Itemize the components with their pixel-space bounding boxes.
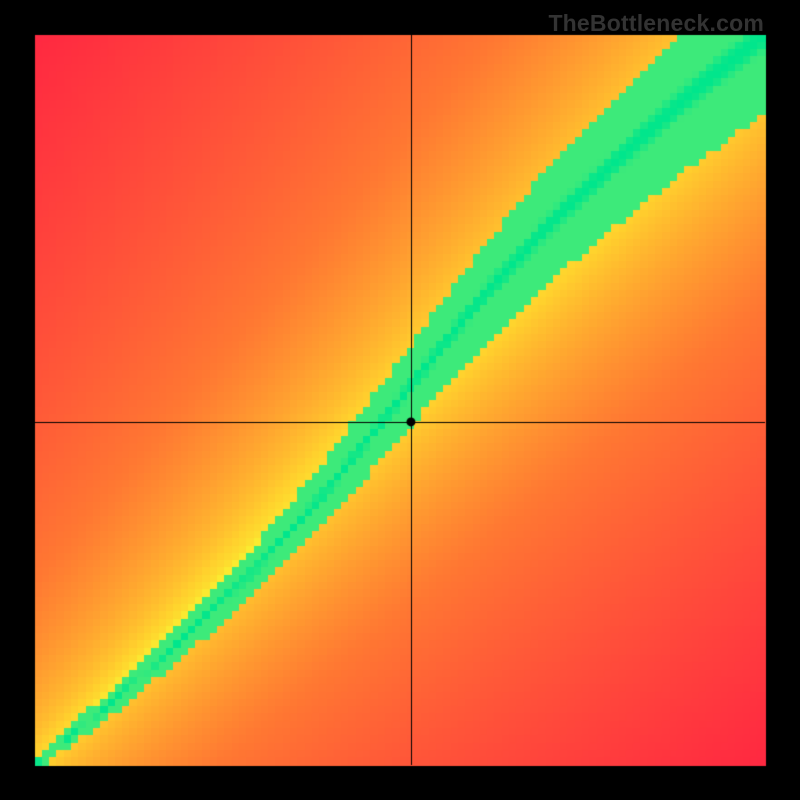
- bottleneck-heatmap-canvas: [0, 0, 800, 800]
- watermark-text: TheBottleneck.com: [548, 10, 764, 37]
- chart-container: TheBottleneck.com: [0, 0, 800, 800]
